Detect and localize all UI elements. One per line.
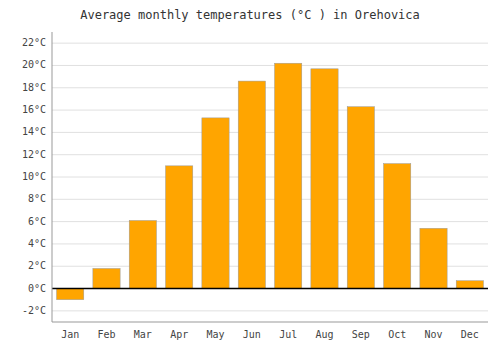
grid-line [52,288,488,289]
x-tick-label: Mar [134,329,152,340]
bar [311,69,338,289]
y-axis-line [52,32,53,322]
bar [238,81,265,288]
y-tick-label: 18°C [22,82,46,93]
bar [129,221,156,289]
y-tick-label: 8°C [28,193,46,204]
bar [384,164,411,289]
y-tick-label: -2°C [22,305,46,316]
x-tick-label: Jun [243,329,261,340]
chart-svg: -2°C 0°C 2°C 4°C 6°C 8°C 10°C 12°C 14°C 16°C 18°C 2… [0,0,500,350]
x-tick-label: Jan [61,329,79,340]
x-tick-label: Apr [170,329,188,340]
bar [57,289,84,300]
y-tick-label: 0°C [28,283,46,294]
y-tick-label: 4°C [28,238,46,249]
chart-container: -2°C 0°C 2°C 4°C 6°C 8°C 10°C 12°C 14°C 16°C 18°C 2… [0,0,500,350]
y-tick-label: 22°C [22,37,46,48]
x-tick-label: Nov [424,329,442,340]
x-tick-label: Oct [388,329,406,340]
x-tick-label: Dec [461,329,479,340]
bar [275,63,302,288]
x-tick-label: Sep [352,329,370,340]
bar [420,228,447,288]
bar [202,118,229,289]
grid-line [52,310,488,311]
grid-line [52,65,488,66]
grid-line [52,110,488,111]
x-tick-label: Jul [279,329,297,340]
x-tick-label: Feb [97,329,115,340]
grid-line [52,199,488,200]
bar [347,107,374,289]
grid-line [52,154,488,155]
grid-line [52,177,488,178]
grid-line [52,221,488,222]
zero-line [52,288,488,290]
y-tick-label: 14°C [22,126,46,137]
x-tick-label: May [206,329,224,340]
y-tick-label: 2°C [28,260,46,271]
bar [166,166,193,289]
chart-title: Average monthly temperatures (°C ) in Or… [80,8,420,22]
grid-line [52,43,488,44]
x-axis-line [52,322,488,323]
grid-line [52,87,488,88]
grid-line [52,132,488,133]
y-tick-label: 6°C [28,216,46,227]
y-tick-label: 16°C [22,104,46,115]
y-tick-label: 20°C [22,59,46,70]
bar [456,281,483,289]
bars [57,63,484,299]
bar [93,268,120,288]
y-tick-label: 10°C [22,171,46,182]
x-tick-label: Aug [315,329,333,340]
y-tick-label: 12°C [22,149,46,160]
